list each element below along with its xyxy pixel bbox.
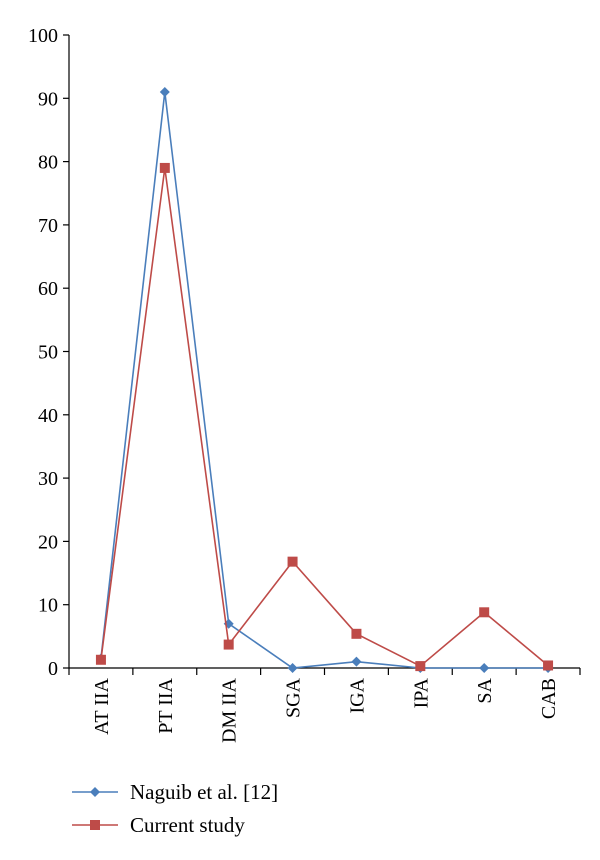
x-category-label: DM IIA bbox=[219, 677, 241, 743]
data-point bbox=[351, 656, 362, 667]
x-axis: AT IIA PT IIA DM IIA SGA IGA IPA SA CAB bbox=[68, 667, 581, 743]
y-tick-label: 50 bbox=[38, 342, 58, 364]
data-point bbox=[287, 556, 298, 567]
data-point bbox=[479, 607, 490, 618]
data-point bbox=[415, 661, 426, 672]
data-point bbox=[287, 663, 298, 673]
x-category-label: PT IIA bbox=[155, 677, 177, 733]
data-point bbox=[479, 663, 490, 673]
x-category-label: SGA bbox=[283, 677, 305, 718]
legend-marker bbox=[90, 820, 100, 830]
legend-label: Current study bbox=[130, 813, 245, 837]
data-point bbox=[159, 162, 170, 173]
series-line bbox=[100, 167, 549, 668]
legend-marker bbox=[90, 787, 100, 797]
y-tick-label: 0 bbox=[48, 658, 58, 680]
data-point bbox=[543, 660, 554, 671]
y-tick-label: 90 bbox=[38, 88, 58, 110]
x-category-label: AT IIA bbox=[91, 677, 113, 734]
y-tick-label: 30 bbox=[38, 468, 58, 490]
data-point bbox=[223, 639, 234, 650]
series-line bbox=[100, 91, 549, 669]
y-tick-label: 40 bbox=[38, 405, 58, 427]
legend: Naguib et al. [12] Current study bbox=[72, 780, 278, 837]
y-tick-label: 60 bbox=[38, 278, 58, 300]
x-category-label: CAB bbox=[538, 678, 560, 719]
x-category-label: IPA bbox=[410, 677, 432, 708]
y-tick-label: 80 bbox=[38, 152, 58, 174]
y-tick-label: 70 bbox=[38, 215, 58, 237]
x-category-label: IGA bbox=[346, 677, 368, 713]
series-layer bbox=[95, 86, 554, 673]
legend-entry: Current study bbox=[72, 813, 245, 837]
legend-label: Naguib et al. [12] bbox=[130, 780, 278, 804]
y-tick-label: 10 bbox=[38, 595, 58, 617]
y-tick-label: 20 bbox=[38, 531, 58, 553]
data-point bbox=[351, 628, 362, 639]
data-point bbox=[159, 86, 170, 97]
y-tick-label: 100 bbox=[28, 25, 58, 47]
data-point bbox=[95, 654, 106, 665]
x-category-label: SA bbox=[474, 677, 496, 703]
legend-entry: Naguib et al. [12] bbox=[72, 780, 278, 804]
series-2 bbox=[95, 162, 554, 672]
y-axis: 0 10 20 30 40 50 60 70 80 90 100 bbox=[28, 25, 70, 680]
